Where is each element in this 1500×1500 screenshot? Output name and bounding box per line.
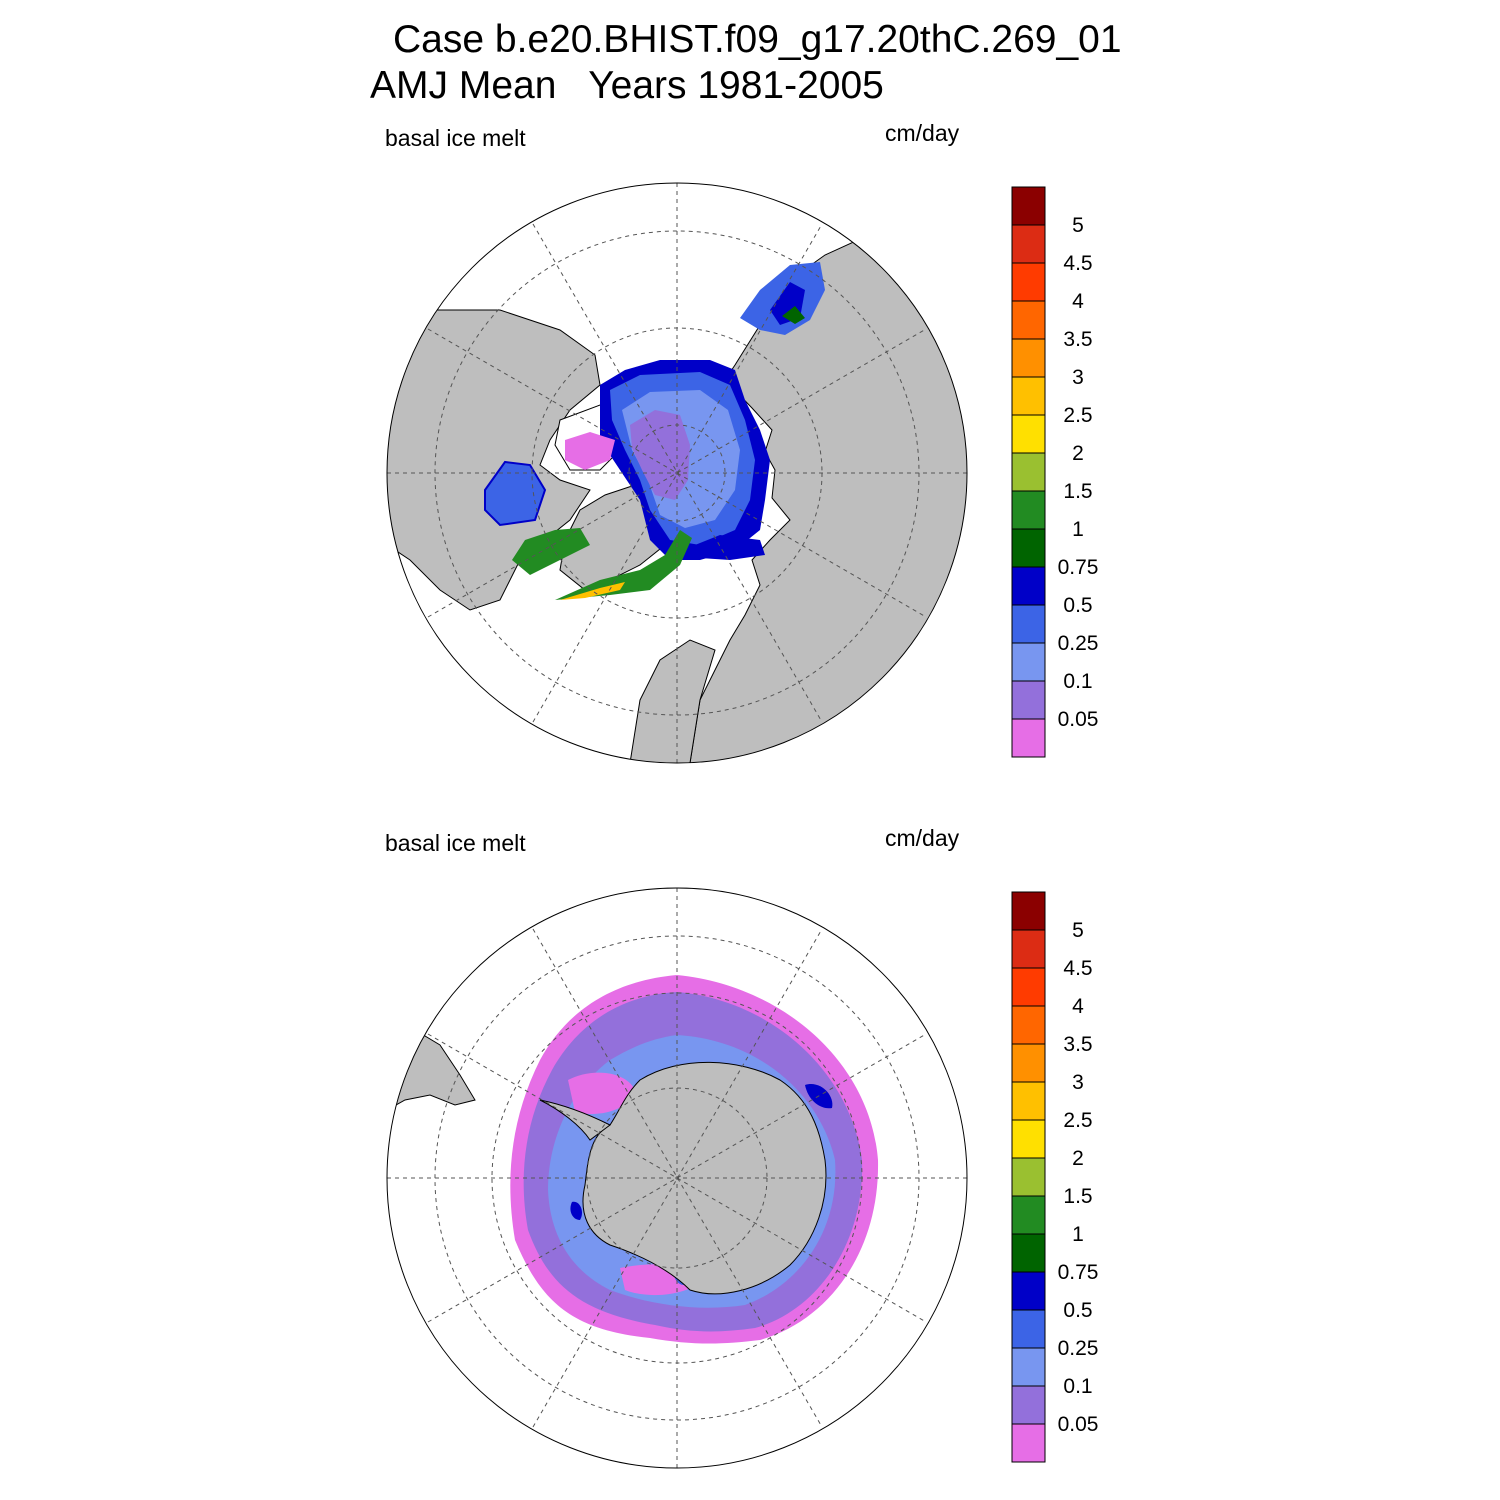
north-colorbar-swatch — [1011, 262, 1046, 302]
south-colorbar-swatch — [1011, 929, 1046, 969]
south-colorbar-swatch — [1011, 1157, 1046, 1197]
south-colorbar-tick-label: 3.5 — [1063, 1033, 1092, 1056]
north-graticule — [387, 183, 967, 763]
south-colorbar-tick-label: 1.5 — [1063, 1185, 1092, 1208]
south-colorbar-swatch — [1011, 1423, 1046, 1463]
south-colorbar-swatch — [1011, 1233, 1046, 1273]
north-colorbar-tick-label: 3.5 — [1063, 328, 1092, 351]
north-colorbar-tick-label: 0.1 — [1063, 670, 1092, 693]
barents-sea-melt — [695, 535, 765, 560]
east-greenland-melt-peak — [560, 582, 625, 600]
north-colorbar-swatch — [1011, 604, 1046, 644]
south-polar-map — [386, 887, 968, 1469]
south-panel-units-label: cm/day — [885, 825, 960, 851]
north-colorbar-tick-label: 4 — [1072, 290, 1084, 313]
north-colorbar-tick-label: 4.5 — [1063, 252, 1092, 275]
north-colorbar-tick-label: 1.5 — [1063, 480, 1092, 503]
south-colorbar-swatch — [1011, 1309, 1046, 1349]
north-colorbar-swatch — [1011, 566, 1046, 606]
south-colorbar-swatch — [1011, 1119, 1046, 1159]
north-colorbar-swatch — [1011, 186, 1046, 226]
south-colorbar-tick-label: 0.25 — [1058, 1337, 1099, 1360]
north-colorbar-tick-label: 5 — [1072, 214, 1084, 237]
north-colorbar-tick-label: 0.75 — [1058, 556, 1099, 579]
south-colorbar-swatch — [1011, 891, 1046, 931]
north-panel-units-label: cm/day — [885, 120, 960, 146]
south-colorbar-tick-label: 4.5 — [1063, 957, 1092, 980]
bellingshausen-melt-patch — [570, 1201, 583, 1220]
hudson-bay — [484, 460, 547, 527]
europe-landmass — [629, 639, 716, 763]
south-colorbar-swatch — [1011, 1271, 1046, 1311]
south-colorbar-tick-label: 2 — [1072, 1147, 1084, 1170]
weddell-sea-low-melt — [568, 1072, 635, 1114]
north-colorbar-swatch — [1011, 338, 1046, 378]
north-polar-map — [386, 182, 968, 764]
south-colorbar-tick-label: 5 — [1072, 919, 1084, 942]
north-colorbar-tick-label: 0.25 — [1058, 632, 1099, 655]
north-colorbar-swatch — [1011, 224, 1046, 264]
north-colorbar-tick-label: 0.5 — [1063, 594, 1092, 617]
south-colorbar-swatch — [1011, 1005, 1046, 1045]
south-colorbar-tick-label: 4 — [1072, 995, 1084, 1018]
north-colorbar-tick-label: 1 — [1072, 518, 1084, 541]
south-colorbar-swatch — [1011, 1043, 1046, 1083]
north-colorbar-swatch — [1011, 528, 1046, 568]
south-colorbar-swatch — [1011, 1081, 1046, 1121]
north-panel-variable-label: basal ice melt — [385, 125, 526, 151]
south-panel-variable-label: basal ice melt — [385, 830, 526, 856]
south-colorbar-tick-label: 0.05 — [1058, 1413, 1099, 1436]
north-colorbar-swatch — [1011, 300, 1046, 340]
north-colorbar-swatch — [1011, 490, 1046, 530]
south-colorbar-tick-label: 2.5 — [1063, 1109, 1092, 1132]
south-colorbar-swatch — [1011, 1347, 1046, 1387]
antarctic-peninsula — [539, 1099, 611, 1141]
baffin-labrador-melt-band — [512, 528, 590, 575]
case-title: Case b.e20.BHIST.f09_g17.20thC.269_01 — [393, 18, 1122, 61]
north-colorbar-tick-label: 2 — [1072, 442, 1084, 465]
south-colorbar-swatch — [1011, 1195, 1046, 1235]
south-colorbar-swatch — [1011, 1385, 1046, 1425]
north-colorbar: 5 4.5 4 3.5 3 2.5 2 1.5 1 0.75 0.5 0.25 0.1 0.05 — [1011, 186, 1099, 758]
north-colorbar-swatch — [1011, 376, 1046, 416]
south-colorbar-swatch — [1011, 967, 1046, 1007]
south-colorbar-tick-label: 1 — [1072, 1223, 1084, 1246]
south-colorbar-tick-label: 3 — [1072, 1071, 1084, 1094]
north-colorbar-swatch — [1011, 642, 1046, 682]
south-colorbar-tick-label: 0.1 — [1063, 1375, 1092, 1398]
season-years-title: AMJ Mean Years 1981-2005 — [370, 64, 884, 107]
north-colorbar-tick-label: 3 — [1072, 366, 1084, 389]
south-colorbar: 5 4.5 4 3.5 3 2.5 2 1.5 1 0.75 0.5 0.25 0.1 0.05 — [1011, 891, 1099, 1463]
south-colorbar-tick-label: 0.5 — [1063, 1299, 1092, 1322]
north-colorbar-swatch — [1011, 452, 1046, 492]
north-colorbar-swatch — [1011, 718, 1046, 758]
east-greenland-melt-band — [555, 530, 692, 600]
north-colorbar-tick-label: 0.05 — [1058, 708, 1099, 731]
north-colorbar-swatch — [1011, 414, 1046, 454]
south-graticule — [387, 888, 967, 1468]
south-colorbar-tick-label: 0.75 — [1058, 1261, 1099, 1284]
north-colorbar-swatch — [1011, 680, 1046, 720]
okhotsk-sea-melt-peak — [782, 306, 805, 324]
archipelago-low-melt — [565, 432, 615, 470]
north-colorbar-tick-label: 2.5 — [1063, 404, 1092, 427]
